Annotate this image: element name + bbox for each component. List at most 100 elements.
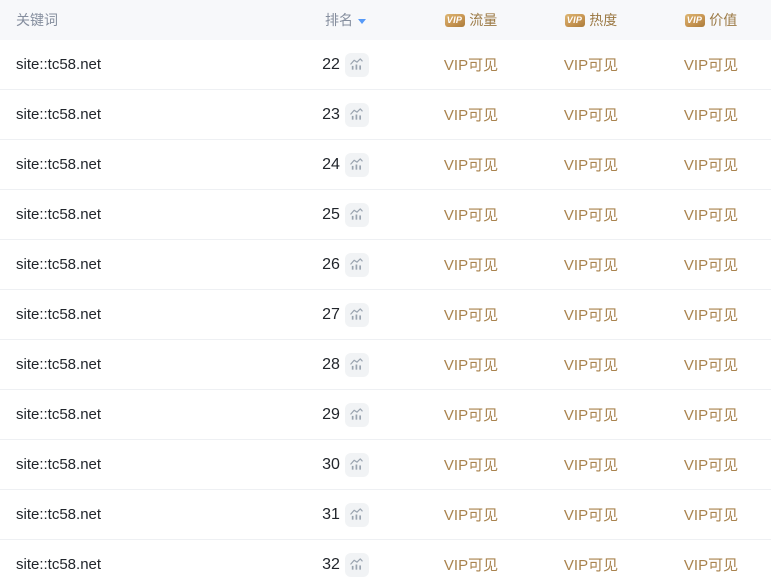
rank-cell: 30 bbox=[280, 452, 411, 477]
table-row: site::tc58.net 22 VIP可见 VIP可见 VIP可见 bbox=[0, 40, 771, 90]
table-row: site::tc58.net 27 VIP可见 VIP可见 VIP可见 bbox=[0, 290, 771, 340]
vip-heat-cell[interactable]: VIP可见 bbox=[563, 307, 619, 324]
vip-heat-cell[interactable]: VIP可见 bbox=[563, 457, 619, 474]
vip-traffic-cell[interactable]: VIP可见 bbox=[443, 407, 499, 424]
vip-traffic-cell[interactable]: VIP可见 bbox=[443, 57, 499, 74]
vip-traffic-cell[interactable]: VIP可见 bbox=[443, 457, 499, 474]
trend-chart-icon[interactable] bbox=[344, 402, 369, 427]
vip-heat-cell[interactable]: VIP可见 bbox=[563, 557, 619, 574]
rank-cell: 22 bbox=[280, 52, 411, 77]
keyword-text: site::tc58.net bbox=[16, 306, 102, 323]
vip-badge-icon: VIP bbox=[684, 13, 706, 27]
table-row: site::tc58.net 30 VIP可见 VIP可见 VIP可见 bbox=[0, 440, 771, 490]
vip-heat-cell[interactable]: VIP可见 bbox=[563, 207, 619, 224]
rank-cell: 28 bbox=[280, 352, 411, 377]
vip-value-cell[interactable]: VIP可见 bbox=[683, 357, 739, 374]
keyword-cell: site::tc58.net bbox=[0, 506, 280, 523]
column-header-rank[interactable]: 排名 bbox=[280, 0, 411, 40]
trend-chart-icon[interactable] bbox=[344, 152, 369, 177]
rank-value: 22 bbox=[322, 55, 340, 73]
keyword-text: site::tc58.net bbox=[16, 356, 102, 373]
vip-heat-cell[interactable]: VIP可见 bbox=[563, 257, 619, 274]
trend-chart-glyph bbox=[350, 308, 364, 320]
keyword-text: site::tc58.net bbox=[16, 106, 102, 123]
rank-value: 29 bbox=[322, 405, 340, 423]
trend-chart-icon[interactable] bbox=[344, 102, 369, 127]
keyword-cell: site::tc58.net bbox=[0, 56, 280, 73]
trend-chart-glyph bbox=[350, 258, 364, 270]
trend-chart-icon[interactable] bbox=[344, 352, 369, 377]
vip-value-cell[interactable]: VIP可见 bbox=[683, 157, 739, 174]
vip-heat-cell[interactable]: VIP可见 bbox=[563, 157, 619, 174]
vip-value-cell[interactable]: VIP可见 bbox=[683, 307, 739, 324]
trend-chart-icon[interactable] bbox=[344, 502, 369, 527]
trend-chart-icon[interactable] bbox=[344, 252, 369, 277]
vip-traffic-cell[interactable]: VIP可见 bbox=[443, 207, 499, 224]
rank-value: 26 bbox=[322, 255, 340, 273]
vip-traffic-cell[interactable]: VIP可见 bbox=[443, 557, 499, 574]
rank-cell: 25 bbox=[280, 202, 411, 227]
vip-value-cell[interactable]: VIP可见 bbox=[683, 557, 739, 574]
trend-chart-icon[interactable] bbox=[344, 52, 369, 77]
vip-value-cell[interactable]: VIP可见 bbox=[683, 457, 739, 474]
keyword-cell: site::tc58.net bbox=[0, 556, 280, 573]
rank-value: 28 bbox=[322, 355, 340, 373]
vip-heat-cell[interactable]: VIP可见 bbox=[563, 57, 619, 74]
vip-traffic-cell[interactable]: VIP可见 bbox=[443, 357, 499, 374]
trend-chart-glyph bbox=[350, 58, 364, 70]
keyword-text: site::tc58.net bbox=[16, 156, 102, 173]
rank-cell: 23 bbox=[280, 102, 411, 127]
table-row: site::tc58.net 29 VIP可见 VIP可见 VIP可见 bbox=[0, 390, 771, 440]
keyword-cell: site::tc58.net bbox=[0, 206, 280, 223]
vip-traffic-cell[interactable]: VIP可见 bbox=[443, 507, 499, 524]
vip-heat-cell[interactable]: VIP可见 bbox=[563, 107, 619, 124]
vip-value-cell[interactable]: VIP可见 bbox=[683, 207, 739, 224]
keyword-text: site::tc58.net bbox=[16, 406, 102, 423]
vip-value-cell[interactable]: VIP可见 bbox=[683, 57, 739, 74]
keyword-cell: site::tc58.net bbox=[0, 156, 280, 173]
table-row: site::tc58.net 26 VIP可见 VIP可见 VIP可见 bbox=[0, 240, 771, 290]
vip-heat-cell[interactable]: VIP可见 bbox=[563, 357, 619, 374]
trend-chart-glyph bbox=[350, 558, 364, 570]
keyword-text: site::tc58.net bbox=[16, 256, 102, 273]
vip-value-cell[interactable]: VIP可见 bbox=[683, 407, 739, 424]
trend-chart-icon[interactable] bbox=[344, 202, 369, 227]
vip-traffic-cell[interactable]: VIP可见 bbox=[443, 257, 499, 274]
vip-value-cell[interactable]: VIP可见 bbox=[683, 107, 739, 124]
keyword-text: site::tc58.net bbox=[16, 556, 102, 573]
table-row: site::tc58.net 24 VIP可见 VIP可见 VIP可见 bbox=[0, 140, 771, 190]
trend-chart-icon[interactable] bbox=[344, 552, 369, 577]
sort-descending-arrow-icon[interactable] bbox=[358, 18, 366, 24]
rank-cell: 32 bbox=[280, 552, 411, 577]
column-header-label: 价值 bbox=[709, 12, 738, 28]
keyword-text: site::tc58.net bbox=[16, 206, 102, 223]
trend-chart-glyph bbox=[350, 508, 364, 520]
rank-value: 32 bbox=[322, 555, 340, 573]
table-body: site::tc58.net 22 VIP可见 VIP可见 VIP可见 site… bbox=[0, 40, 771, 583]
trend-chart-glyph bbox=[350, 408, 364, 420]
keyword-text: site::tc58.net bbox=[16, 456, 102, 473]
vip-traffic-cell[interactable]: VIP可见 bbox=[443, 107, 499, 124]
table-row: site::tc58.net 32 VIP可见 VIP可见 VIP可见 bbox=[0, 540, 771, 583]
vip-value-cell[interactable]: VIP可见 bbox=[683, 257, 739, 274]
keyword-cell: site::tc58.net bbox=[0, 456, 280, 473]
vip-heat-cell[interactable]: VIP可见 bbox=[563, 507, 619, 524]
keyword-cell: site::tc58.net bbox=[0, 356, 280, 373]
column-header-label: 关键词 bbox=[16, 12, 58, 28]
keyword-cell: site::tc58.net bbox=[0, 406, 280, 423]
vip-traffic-cell[interactable]: VIP可见 bbox=[443, 157, 499, 174]
vip-traffic-cell[interactable]: VIP可见 bbox=[443, 307, 499, 324]
trend-chart-glyph bbox=[350, 108, 364, 120]
column-header-heat: VIP 热度 bbox=[531, 0, 651, 40]
table-row: site::tc58.net 31 VIP可见 VIP可见 VIP可见 bbox=[0, 490, 771, 540]
trend-chart-glyph bbox=[350, 458, 364, 470]
trend-chart-glyph bbox=[350, 158, 364, 170]
column-header-keyword: 关键词 bbox=[0, 0, 280, 40]
trend-chart-icon[interactable] bbox=[344, 302, 369, 327]
trend-chart-icon[interactable] bbox=[344, 452, 369, 477]
rank-value: 25 bbox=[322, 205, 340, 223]
rank-value: 30 bbox=[322, 455, 340, 473]
vip-value-cell[interactable]: VIP可见 bbox=[683, 507, 739, 524]
vip-badge-icon: VIP bbox=[444, 13, 466, 27]
vip-heat-cell[interactable]: VIP可见 bbox=[563, 407, 619, 424]
